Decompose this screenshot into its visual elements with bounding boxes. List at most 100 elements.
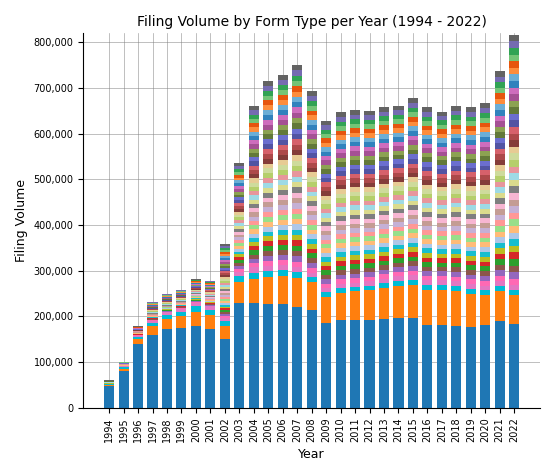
- Bar: [263, 105, 273, 110]
- Bar: [495, 154, 505, 160]
- Bar: [249, 131, 259, 136]
- Bar: [393, 209, 403, 213]
- Bar: [466, 187, 476, 191]
- Bar: [480, 276, 490, 281]
- Bar: [292, 166, 302, 171]
- Bar: [292, 219, 302, 225]
- Bar: [249, 234, 259, 238]
- Bar: [480, 132, 490, 137]
- Bar: [422, 130, 432, 135]
- Bar: [306, 158, 317, 163]
- Bar: [234, 266, 244, 269]
- Bar: [408, 270, 418, 275]
- Bar: [408, 182, 418, 187]
- Bar: [220, 307, 230, 308]
- Bar: [451, 286, 461, 291]
- Bar: [306, 115, 317, 120]
- Bar: [336, 203, 346, 207]
- Bar: [509, 35, 519, 41]
- Bar: [321, 288, 331, 292]
- Bar: [321, 147, 331, 151]
- Bar: [205, 304, 215, 305]
- Bar: [509, 48, 519, 55]
- Bar: [278, 240, 288, 245]
- Bar: [422, 253, 432, 258]
- Bar: [350, 129, 360, 133]
- Bar: [321, 235, 331, 239]
- Bar: [191, 285, 201, 286]
- Bar: [234, 243, 244, 246]
- Bar: [306, 277, 317, 282]
- Bar: [422, 208, 432, 212]
- Bar: [466, 219, 476, 224]
- Y-axis label: Filing Volume: Filing Volume: [15, 179, 28, 262]
- Bar: [379, 216, 389, 220]
- Bar: [249, 191, 259, 195]
- Bar: [509, 279, 519, 285]
- Bar: [321, 270, 331, 275]
- Bar: [437, 263, 447, 267]
- Bar: [408, 173, 418, 178]
- Bar: [365, 156, 375, 160]
- Bar: [393, 240, 403, 245]
- Bar: [379, 274, 389, 278]
- Bar: [220, 278, 230, 279]
- Bar: [336, 121, 346, 126]
- Bar: [220, 260, 230, 262]
- Bar: [451, 111, 461, 115]
- Bar: [509, 206, 519, 213]
- Bar: [437, 227, 447, 231]
- Bar: [509, 290, 519, 296]
- Bar: [437, 267, 447, 271]
- Bar: [306, 225, 317, 229]
- Bar: [451, 115, 461, 120]
- Bar: [365, 174, 375, 178]
- Bar: [220, 246, 230, 248]
- Bar: [466, 145, 476, 149]
- Bar: [393, 182, 403, 187]
- Bar: [379, 175, 389, 179]
- Bar: [408, 238, 418, 243]
- Bar: [480, 267, 490, 271]
- Bar: [278, 215, 288, 220]
- Bar: [249, 110, 259, 115]
- Bar: [451, 212, 461, 217]
- Bar: [408, 257, 418, 261]
- Bar: [205, 300, 215, 301]
- Bar: [176, 306, 186, 307]
- Bar: [306, 201, 317, 206]
- Bar: [321, 129, 331, 134]
- Bar: [263, 208, 273, 212]
- Bar: [306, 187, 317, 191]
- Bar: [365, 255, 375, 259]
- Bar: [176, 299, 186, 300]
- Bar: [336, 293, 346, 320]
- Bar: [466, 163, 476, 168]
- Bar: [205, 284, 215, 285]
- Bar: [509, 246, 519, 252]
- Bar: [466, 214, 476, 219]
- Bar: [437, 120, 447, 125]
- Bar: [205, 288, 215, 289]
- Bar: [234, 186, 244, 189]
- Bar: [365, 246, 375, 250]
- Bar: [495, 77, 505, 82]
- Bar: [321, 218, 331, 222]
- Bar: [379, 265, 389, 269]
- Bar: [220, 339, 230, 408]
- Bar: [306, 309, 317, 408]
- Bar: [292, 246, 302, 251]
- Bar: [220, 303, 230, 305]
- Bar: [422, 108, 432, 112]
- Bar: [466, 275, 476, 279]
- Bar: [336, 171, 346, 176]
- Bar: [292, 251, 302, 257]
- Bar: [379, 220, 389, 225]
- X-axis label: Year: Year: [299, 448, 325, 461]
- Bar: [220, 279, 230, 281]
- Bar: [480, 271, 490, 276]
- Bar: [509, 81, 519, 88]
- Bar: [495, 110, 505, 116]
- Bar: [205, 291, 215, 292]
- Bar: [278, 105, 288, 110]
